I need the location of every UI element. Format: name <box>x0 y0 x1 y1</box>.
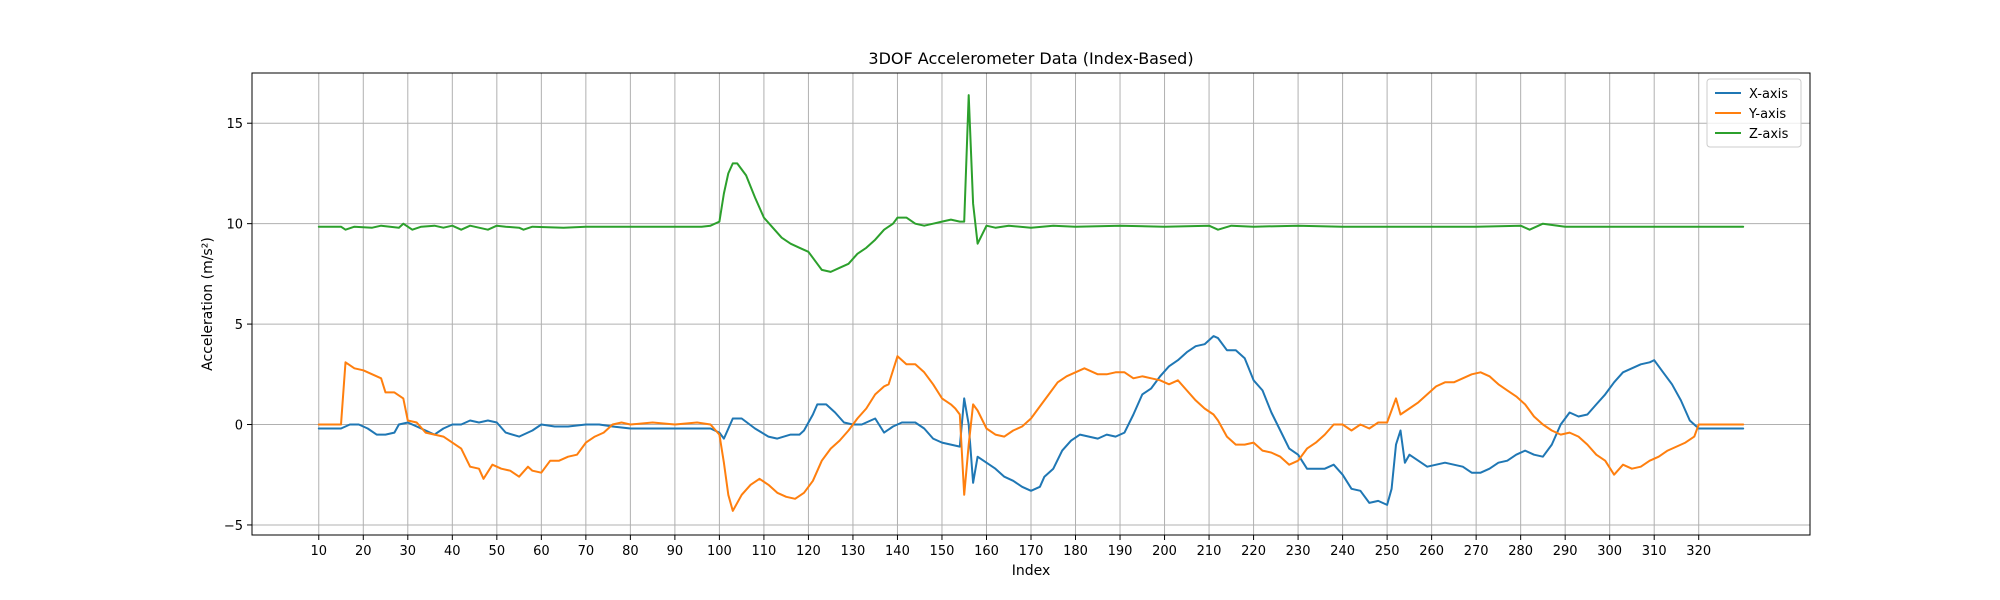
x-tick-label: 50 <box>489 544 506 559</box>
y-tick-label: 0 <box>235 419 243 434</box>
x-tick-label: 300 <box>1597 544 1622 559</box>
legend-box <box>1706 78 1802 148</box>
x-tick-label: 150 <box>930 544 955 559</box>
x-tick-label: 180 <box>1063 544 1088 559</box>
x-tick-label: 130 <box>841 544 866 559</box>
x-tick-label: 140 <box>885 544 910 559</box>
legend-entry-label: Z-axis <box>1749 127 1789 142</box>
x-tick-label: 260 <box>1419 544 1444 559</box>
x-tick-label: 250 <box>1375 544 1400 559</box>
y-axis-title: Acceleration (m/s²) <box>200 237 216 371</box>
x-tick-label: 220 <box>1241 544 1266 559</box>
x-tick-label: 240 <box>1330 544 1355 559</box>
x-tick-label: 310 <box>1642 544 1667 559</box>
legend-entry-label: X-axis <box>1749 87 1788 102</box>
series-line-2 <box>317 355 1745 512</box>
x-tick-label: 110 <box>752 544 777 559</box>
x-tick-label: 30 <box>400 544 417 559</box>
x-tick-label: 90 <box>667 544 684 559</box>
x-tick-label: 320 <box>1686 544 1711 559</box>
x-tick-label: 100 <box>707 544 732 559</box>
x-tick-label: 20 <box>355 544 372 559</box>
x-tick-label: 80 <box>622 544 639 559</box>
legend: X-axis Y-axis Z-axis <box>1706 78 1802 148</box>
x-tick-label: 210 <box>1197 544 1222 559</box>
x-tick-label: 10 <box>310 544 327 559</box>
x-tick-label: 280 <box>1508 544 1533 559</box>
x-tick-label: 70 <box>578 544 595 559</box>
x-tick-label: 200 <box>1152 544 1177 559</box>
legend-entry-label: Y-axis <box>1748 107 1786 122</box>
chart-title: 3DOF Accelerometer Data (Index-Based) <box>868 49 1193 68</box>
x-axis-title: Index <box>1012 563 1051 579</box>
x-tick-label: 270 <box>1464 544 1489 559</box>
gridlines <box>252 73 1810 535</box>
x-axis-ticks: 10 20 30 40 50 60 70 80 90 100 110 120 130 140 150 160 1… <box>310 535 1711 559</box>
x-tick-label: 120 <box>796 544 821 559</box>
y-tick-label: 10 <box>226 218 243 233</box>
x-tick-label: 190 <box>1108 544 1133 559</box>
y-tick-label: −5 <box>224 519 243 534</box>
x-tick-label: 60 <box>533 544 550 559</box>
series-line-1 <box>317 335 1745 506</box>
y-axis-ticks: −5 0 5 10 15 <box>224 117 252 534</box>
y-tick-label: 5 <box>235 318 243 333</box>
x-tick-label: 230 <box>1286 544 1311 559</box>
x-tick-label: 290 <box>1553 544 1578 559</box>
x-tick-label: 160 <box>974 544 999 559</box>
x-tick-label: 170 <box>1019 544 1044 559</box>
series-line-3 <box>317 94 1745 273</box>
series-lines <box>317 94 1745 512</box>
x-tick-label: 40 <box>444 544 461 559</box>
y-tick-label: 15 <box>226 117 243 132</box>
